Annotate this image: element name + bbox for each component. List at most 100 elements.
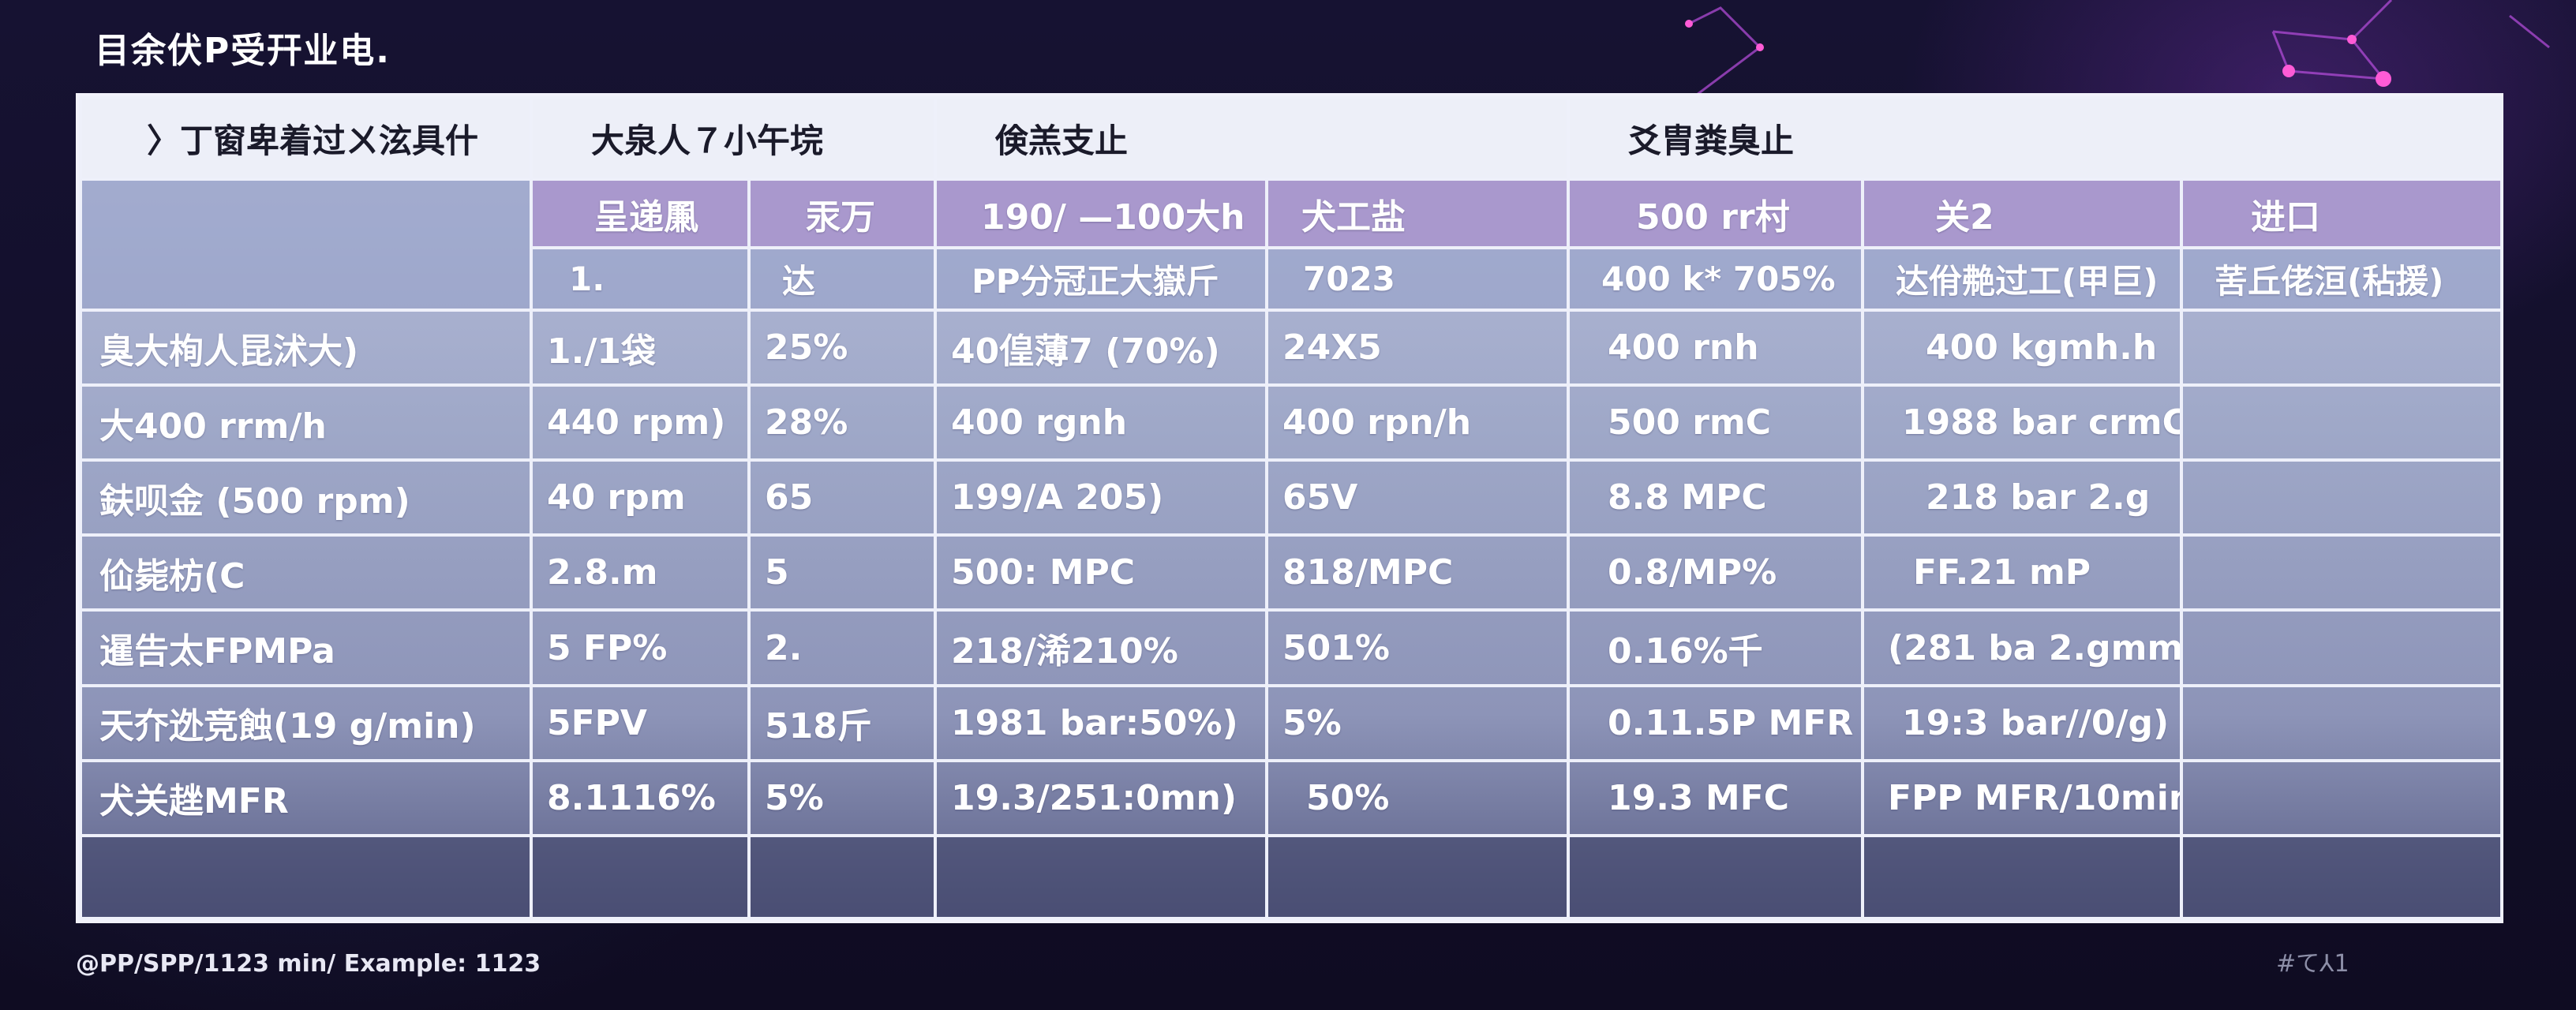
table-cell — [2180, 758, 2504, 837]
row-label: 佡毙枋(C — [79, 533, 533, 612]
table-cell: 65V — [1265, 458, 1571, 537]
table-cell: (281 ba 2.gmm) — [1861, 608, 2184, 687]
table-cell: 501% — [1265, 608, 1571, 687]
table-row: 天夰迯竞蝕(19 g/min) 5FPV 518斤 1981 bar:50%) … — [79, 683, 2504, 762]
group-header: 倹羔支止 — [934, 95, 1571, 181]
unit-header: 䒷丘佬洹(秥援) — [2180, 246, 2504, 312]
row-label: 鈇呗金 (500 rpm) — [79, 458, 533, 537]
table-cell: 65 — [747, 458, 938, 537]
table-cell: 218 bar 2.g — [1861, 458, 2184, 537]
table-cell — [2180, 309, 2504, 387]
table-cell: 1981 bar:50%) — [934, 683, 1269, 762]
unit-header-row: 1. 达 PP分冠正大嶽斤 7023 400 k* 705% 达佾艴过工(甲巨)… — [80, 246, 2504, 312]
table-cell: 24X5 — [1265, 309, 1571, 387]
footer-watermark: #て⅄1 — [2276, 950, 2349, 978]
group-header: 〉丁窗卑着过ㄨ泫具什 — [79, 95, 533, 181]
table-cell — [2180, 383, 2504, 462]
sub-header: 500 rr村 — [1567, 178, 1865, 250]
table-cell: 400 kgmh.h — [1861, 309, 2184, 387]
group-header: 爻胄粪臭止 — [1567, 95, 2504, 181]
table-cell: 500 rmC — [1567, 383, 1865, 462]
table-cell: 8.1116% — [530, 758, 751, 837]
table-cell: 218/浠210% — [934, 608, 1269, 687]
table-cell — [2180, 458, 2504, 537]
empty-row — [79, 833, 2504, 921]
table-cell: 199/A 205) — [934, 458, 1269, 537]
sub-header: 汞万 — [747, 178, 938, 250]
sub-header: 关2 — [1861, 178, 2184, 250]
unit-header: PP分冠正大嶽斤 — [934, 246, 1269, 312]
empty-cell — [1861, 833, 2184, 921]
table-cell: 0.16%千 — [1567, 608, 1865, 687]
empty-cell — [934, 833, 1269, 921]
table-cell: FPP MFR/10min) — [1861, 758, 2184, 837]
sub-header: 犬工盐 — [1265, 178, 1571, 250]
table-cell: 5 — [747, 533, 938, 612]
table-cell: 40 rpm — [530, 458, 751, 537]
row-label: 暹告太FPMPa — [79, 608, 533, 687]
group-header: 大泉人７小午垸 — [529, 95, 938, 181]
table-row: 鈇呗金 (500 rpm) 40 rpm 65 199/A 205) 65V 8… — [79, 458, 2504, 537]
table-cell: 19.3 MFC — [1567, 758, 1865, 837]
table-cell: 440 rpm) — [530, 383, 751, 462]
unit-header: 400 k* 705% — [1567, 246, 1865, 312]
table-cell — [2180, 608, 2504, 687]
table-cell: 2.8.m — [530, 533, 751, 612]
unit-header: 达佾艴过工(甲巨) — [1861, 246, 2184, 312]
page-title: 目余伏P受幵业电. — [95, 31, 391, 71]
sub-header-row: 呈递凲 汞万 190/ —100大h 犬工盐 500 rr村 关2 进口 — [79, 178, 2504, 312]
group-header-row: 〉丁窗卑着过ㄨ泫具什 大泉人７小午垸 倹羔支止 爻胄粪臭止 — [79, 95, 2504, 181]
table-cell: 1988 bar crmC — [1861, 383, 2184, 462]
table-row: 大400 rrm/h 440 rpm) 28% 400 rgnh 400 rpn… — [79, 383, 2504, 462]
table-row: 犬关趖MFR 8.1116% 5% 19.3/251:0mn) 50% 19.3… — [79, 758, 2504, 837]
empty-cell — [79, 833, 533, 921]
table-cell: 2. — [747, 608, 938, 687]
sub-header: 190/ —100大h — [934, 178, 1269, 250]
table-cell: 5FPV — [530, 683, 751, 762]
table-cell: FF.21 mP — [1861, 533, 2184, 612]
table-cell: 5% — [747, 758, 938, 837]
blank-header-cell — [79, 178, 533, 312]
sub-header: 呈递凲 — [530, 178, 751, 250]
table-cell: 818/MPC — [1265, 533, 1571, 612]
table-cell: 19:3 bar//0/g) — [1861, 683, 2184, 762]
table-cell: 19.3/251:0mn) — [934, 758, 1269, 837]
empty-cell — [530, 833, 751, 921]
table-cell: 28% — [747, 383, 938, 462]
table-cell — [2180, 533, 2504, 612]
table-row: 臭大栒人昆沭大) 1./1袋 25% 40偟薄7 (70%) 24X5 400 … — [79, 309, 2504, 387]
table-cell: 500: MPC — [934, 533, 1269, 612]
data-table: 〉丁窗卑着过ㄨ泫具什 大泉人７小午垸 倹羔支止 爻胄粪臭止 呈递凲 汞万 190… — [79, 95, 2504, 921]
data-table-container: 〉丁窗卑着过ㄨ泫具什 大泉人７小午垸 倹羔支止 爻胄粪臭止 呈递凲 汞万 190… — [76, 93, 2504, 923]
table-cell: 5 FP% — [530, 608, 751, 687]
empty-cell — [747, 833, 938, 921]
footer-note: @PP/SPP/1123 min/ Example: 1123 — [76, 950, 541, 978]
table-row: 暹告太FPMPa 5 FP% 2. 218/浠210% 501% 0.16%千 … — [79, 608, 2504, 687]
row-label: 天夰迯竞蝕(19 g/min) — [79, 683, 533, 762]
unit-header: 7023 — [1265, 246, 1571, 312]
row-label: 臭大栒人昆沭大) — [79, 309, 533, 387]
table-cell: 40偟薄7 (70%) — [934, 309, 1269, 387]
table-cell: 25% — [747, 309, 938, 387]
table-cell: 50% — [1265, 758, 1571, 837]
table-cell: 1./1袋 — [530, 309, 751, 387]
table-cell: 400 rgnh — [934, 383, 1269, 462]
empty-cell — [1265, 833, 1571, 921]
table-cell: 518斤 — [747, 683, 938, 762]
empty-cell — [1567, 833, 1865, 921]
row-label: 大400 rrm/h — [79, 383, 533, 462]
empty-cell — [2180, 833, 2504, 921]
table-cell: 8.8 MPC — [1567, 458, 1865, 537]
row-label: 犬关趖MFR — [79, 758, 533, 837]
table-cell: 0.11.5P MFR — [1567, 683, 1865, 762]
unit-header: 1. — [530, 246, 751, 312]
table-cell: 400 rnh — [1567, 309, 1865, 387]
table-cell — [2180, 683, 2504, 762]
table-cell: 0.8/MP% — [1567, 533, 1865, 612]
sub-header: 进口 — [2180, 178, 2504, 250]
table-cell: 5% — [1265, 683, 1571, 762]
table-row: 佡毙枋(C 2.8.m 5 500: MPC 818/MPC 0.8/MP% F… — [79, 533, 2504, 612]
table-cell: 400 rpn/h — [1265, 383, 1571, 462]
unit-header: 达 — [747, 246, 938, 312]
